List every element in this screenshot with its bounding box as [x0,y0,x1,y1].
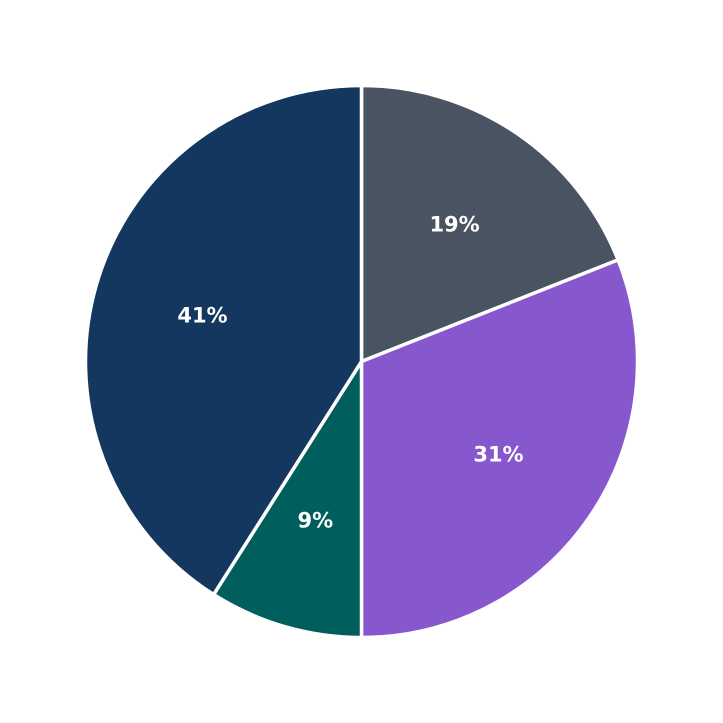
pie-labels: 19% 31% 9% 41% [177,213,523,533]
pie-slice-label-2: 9% [297,509,333,533]
pie-slice-label-0: 19% [429,213,479,237]
pie-slices [83,83,640,640]
pie-slice-2 [211,359,364,640]
pie-slice-0 [359,83,620,364]
pie-slice-1 [359,258,640,640]
pie-slice-3 [83,83,364,597]
pie-slice-label-3: 41% [177,303,227,327]
pie-slice-label-1: 31% [473,443,523,467]
